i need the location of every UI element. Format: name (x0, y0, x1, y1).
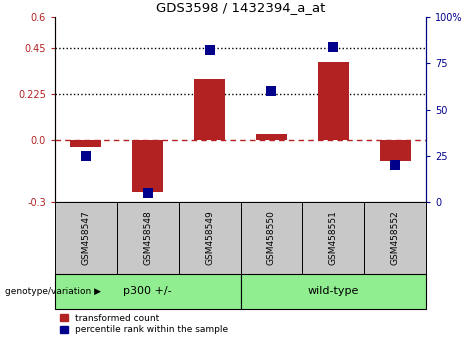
Text: GSM458548: GSM458548 (143, 211, 152, 266)
Point (206, 47, 213, 53)
Bar (256, 134, 287, 140)
Text: wild-type: wild-type (307, 286, 359, 297)
Bar (179, 202, 241, 274)
Point (144, 190, 151, 195)
Bar (194, 79, 225, 140)
Bar (117, 202, 179, 274)
Point (82, 153, 89, 159)
Text: GSM458549: GSM458549 (205, 211, 214, 266)
Legend: transformed count, percentile rank within the sample: transformed count, percentile rank withi… (59, 314, 228, 334)
Text: genotype/variation ▶: genotype/variation ▶ (5, 287, 100, 296)
Point (268, 88, 275, 94)
Bar (55, 202, 117, 274)
Text: GSM458547: GSM458547 (82, 211, 90, 266)
Text: GSM458552: GSM458552 (390, 211, 400, 266)
Text: p300 +/-: p300 +/- (124, 286, 172, 297)
Bar (132, 140, 163, 192)
Point (330, 44, 337, 50)
Text: GSM458551: GSM458551 (329, 211, 338, 266)
Bar (241, 274, 426, 309)
Point (391, 162, 399, 168)
Bar (364, 202, 426, 274)
Title: GDS3598 / 1432394_a_at: GDS3598 / 1432394_a_at (156, 1, 325, 15)
Bar (241, 202, 302, 274)
Bar (302, 202, 364, 274)
Bar (379, 140, 411, 161)
Bar (71, 140, 101, 147)
Bar (318, 62, 349, 140)
Bar (55, 274, 241, 309)
Text: GSM458550: GSM458550 (267, 211, 276, 266)
